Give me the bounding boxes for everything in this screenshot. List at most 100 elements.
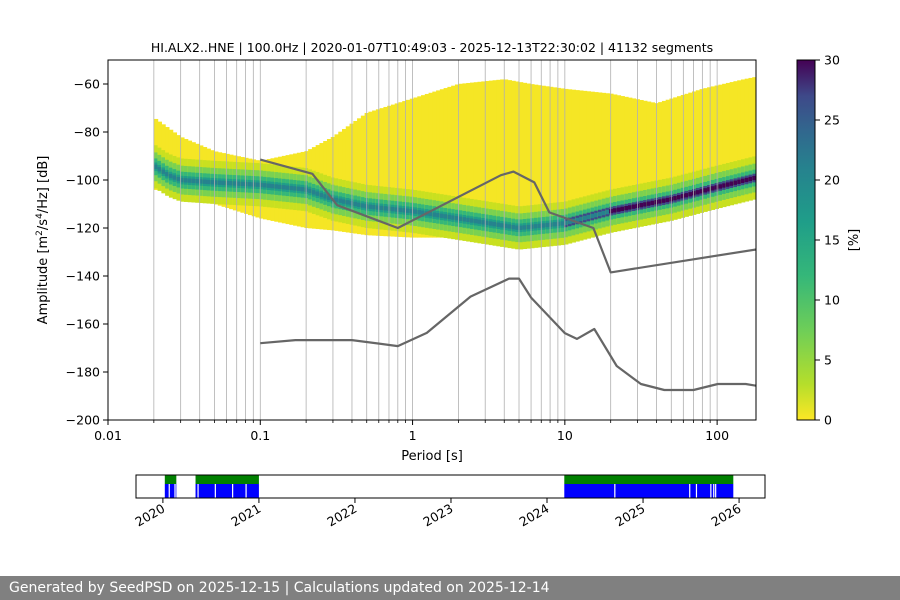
psd-density-band <box>511 224 516 230</box>
psd-density-band <box>507 224 512 229</box>
psd-column <box>695 90 701 205</box>
psd-density-band <box>180 177 185 183</box>
psd-density-band <box>533 224 539 229</box>
x-axis-label: Period [s] <box>401 449 463 464</box>
psd-density-band <box>443 214 448 219</box>
psd-column <box>582 90 588 228</box>
psd-density-band <box>255 182 260 187</box>
timeline-tick-label: 2025 <box>612 501 647 530</box>
psd-density-band <box>680 194 686 199</box>
y-tick-label: −140 <box>66 269 100 284</box>
colorbar-tick-label: 25 <box>824 113 840 128</box>
psd-column <box>421 95 426 238</box>
psd-density-band <box>304 187 309 192</box>
psd-column <box>552 87 558 232</box>
psd-column <box>612 94 618 223</box>
timeline-tick-label: 2024 <box>516 501 551 530</box>
psd-density-band <box>684 193 689 198</box>
psd-density-band <box>183 178 189 183</box>
psd-density-band <box>289 185 294 191</box>
psd-density-band <box>206 179 211 185</box>
y-tick-label: −200 <box>66 413 100 428</box>
y-tick-label: −80 <box>74 125 100 140</box>
psd-density-band <box>567 219 573 225</box>
psd-density-band <box>210 180 215 185</box>
y-label-sup-2: 4 <box>35 213 45 219</box>
psd-density-band <box>270 183 275 189</box>
psd-density-band <box>334 197 339 203</box>
colorbar-gradient <box>796 59 816 421</box>
psd-density-band <box>360 203 366 208</box>
psd-column <box>725 82 731 202</box>
psd-density-band <box>153 164 159 169</box>
psd-column <box>752 77 756 200</box>
psd-column <box>496 79 501 236</box>
psd-density-band <box>398 207 403 213</box>
timeline-coverage <box>164 475 734 498</box>
psd-column <box>518 82 524 234</box>
psd-density-band <box>221 180 226 186</box>
psd-density-band <box>492 221 497 227</box>
psd-density-band <box>631 204 637 209</box>
psd-column <box>507 80 512 235</box>
timeline-tick-label: 2020 <box>132 501 167 530</box>
psd-density-band <box>612 208 618 213</box>
psd-density-band <box>515 225 520 230</box>
psd-density-band <box>725 182 731 187</box>
psd-column <box>522 82 528 234</box>
data-gap <box>168 484 170 498</box>
psd-density-band <box>605 209 610 215</box>
psd-density-band <box>594 212 599 218</box>
psd-column <box>413 97 418 238</box>
psd-column <box>451 85 456 238</box>
psd-density-band <box>692 191 697 196</box>
psd-density-band <box>752 175 756 181</box>
data-gap <box>214 484 216 498</box>
y-tick-label: −120 <box>66 221 100 236</box>
psd-density-band <box>326 195 332 200</box>
colorbar: 0 5 10 15 20 25 30 [%] <box>796 53 862 428</box>
psd-column <box>661 100 667 213</box>
psd-density-band <box>229 181 234 186</box>
psd-density-band <box>394 207 400 212</box>
psd-column <box>541 85 546 232</box>
psd-density-band <box>609 208 614 214</box>
psd-density-band <box>597 211 603 217</box>
psd-density-band <box>710 186 716 191</box>
psd-column <box>620 96 625 221</box>
psd-density-band <box>740 178 746 184</box>
psd-column <box>526 83 531 234</box>
psd-density-band <box>485 220 490 226</box>
psd-density-band <box>616 207 622 212</box>
psd-density-band <box>699 189 704 194</box>
psd-column <box>609 93 614 224</box>
psd-column <box>549 86 554 232</box>
psd-column <box>424 93 430 238</box>
psd-density-band <box>503 223 509 229</box>
psd-column <box>372 110 377 236</box>
psd-column <box>676 96 682 209</box>
psd-column <box>616 95 622 222</box>
psd-density-band <box>665 197 671 203</box>
psd-column <box>680 95 686 209</box>
psd-density-band <box>639 202 644 208</box>
data-gap <box>245 484 247 498</box>
psd-density-band <box>624 205 629 211</box>
x-tick-label: 1 <box>409 428 417 443</box>
data-gap <box>710 484 712 498</box>
psd-density-band <box>661 198 667 203</box>
colorbar-tick-label: 30 <box>824 53 840 68</box>
used-data-bar <box>195 484 259 498</box>
psd-column <box>383 106 388 237</box>
psd-column <box>485 81 490 237</box>
psd-column <box>740 79 746 200</box>
psd-density-band <box>737 179 742 184</box>
psd-column <box>684 93 689 208</box>
psd-density-band <box>733 180 738 185</box>
x-tick-label: 0.1 <box>250 428 270 443</box>
psd-density-band <box>473 218 479 224</box>
psd-density-band <box>319 192 324 198</box>
psd-density-band <box>405 208 411 213</box>
psd-density-band <box>168 173 174 179</box>
psd-density-band <box>729 181 735 186</box>
